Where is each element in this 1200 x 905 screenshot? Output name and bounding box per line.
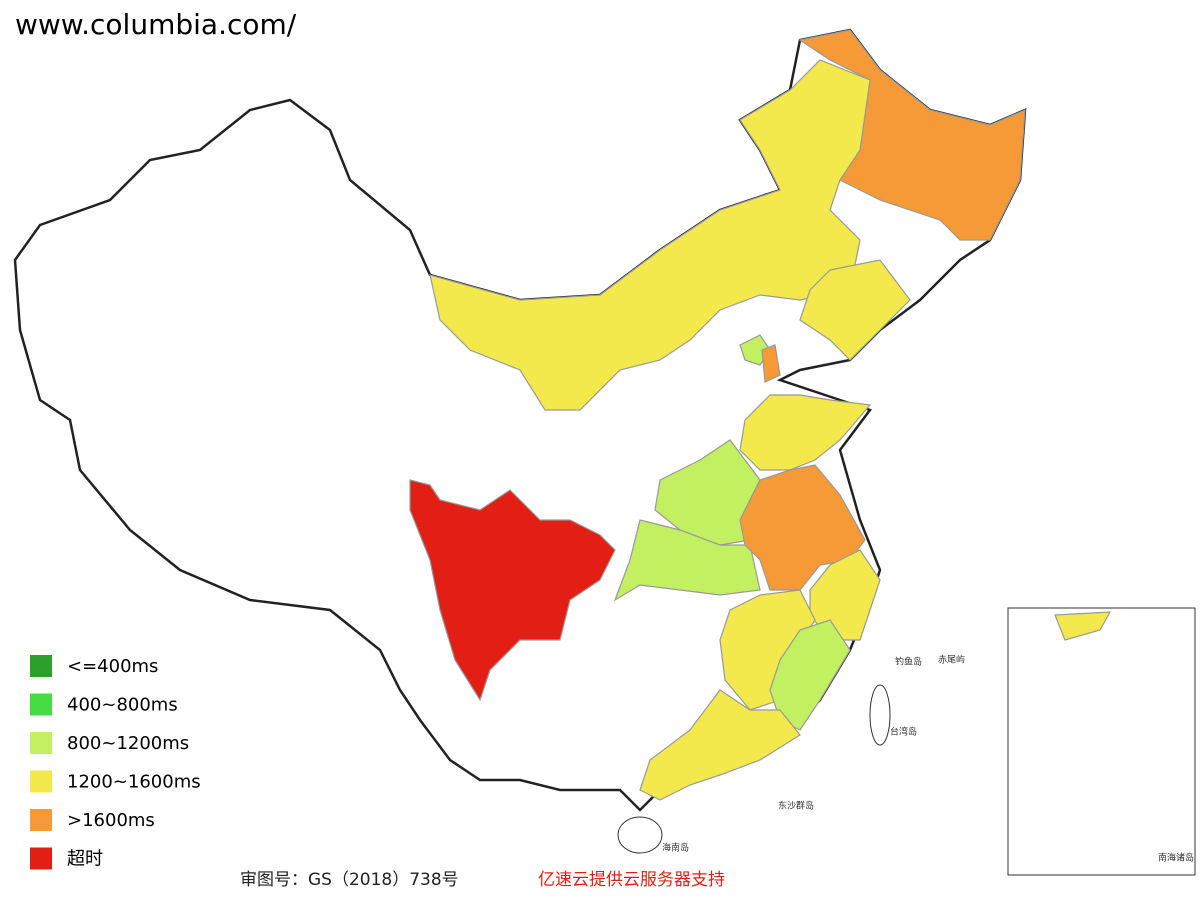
hainan <box>617 816 663 854</box>
legend-label: 400~800ms <box>67 695 178 716</box>
inset <box>1007 607 1196 876</box>
map-label: 东沙群岛 <box>778 800 814 812</box>
legend-swatch <box>30 655 52 677</box>
province <box>429 59 871 411</box>
legend: <=400ms 400~800ms 800~1200ms 1200~1600ms >16… <box>30 655 201 870</box>
url: www.columbia.com/ <box>15 8 297 41</box>
province <box>761 344 781 383</box>
legend-label: 1200~1600ms <box>67 772 201 793</box>
map-label: 台湾岛 <box>890 726 917 738</box>
map-label: 南海诸岛 <box>1158 852 1194 864</box>
map-label: 赤尾屿 <box>938 655 965 666</box>
legend-label: 超时 <box>67 849 103 870</box>
legend-swatch <box>30 732 52 754</box>
legend-label: >1600ms <box>67 810 155 831</box>
legend-swatch <box>30 809 52 831</box>
map-label: 钓鱼岛 <box>895 656 922 668</box>
legend-swatch <box>30 770 52 793</box>
legend-label: <=400ms <box>67 656 158 677</box>
legend-swatch <box>30 693 52 716</box>
credit: 亿速云提供云服务器支持 <box>538 870 725 890</box>
legend-label: 800~1200ms <box>67 733 189 754</box>
approval: 审图号：GS（2018）738号 <box>240 870 459 890</box>
map-label: 海南岛 <box>662 842 689 854</box>
province <box>809 549 881 641</box>
province <box>409 479 616 702</box>
province <box>799 259 911 361</box>
province <box>639 689 801 801</box>
taiwan <box>869 684 891 746</box>
province <box>739 394 872 471</box>
province <box>769 619 851 731</box>
legend-swatch <box>30 847 52 870</box>
province <box>1054 611 1112 641</box>
provinces <box>409 29 1026 854</box>
